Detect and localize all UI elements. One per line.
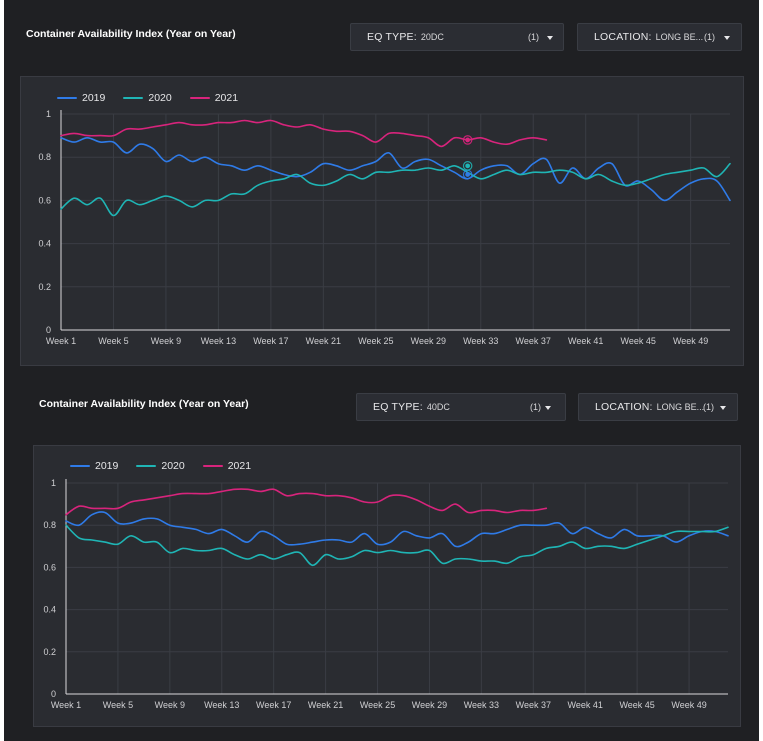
chart-panel: 2019 2020 2021 0 0.2 0.4 0.6 0.8 1 Week 1 Week … — [20, 76, 744, 366]
legend-label: 2020 — [161, 460, 185, 472]
x-tick-label: Week 29 — [411, 336, 446, 346]
legend-item-2021[interactable]: 2021 — [189, 92, 239, 104]
chart-section-40dc: Container Availability Index (Year on Ye… — [4, 372, 759, 741]
chart-title: Container Availability Index (Year on Ye… — [26, 28, 236, 40]
legend-item-2020[interactable]: 2020 — [136, 460, 185, 472]
eq-type-label: EQ TYPE: — [373, 401, 423, 413]
eq-type-dropdown[interactable]: EQ TYPE: 20DC (1) — [350, 23, 564, 51]
caret-down-icon — [720, 406, 726, 410]
y-tick-label: 0.6 — [38, 195, 51, 205]
legend-label: 2019 — [95, 460, 119, 472]
location-value: LONG BE... — [656, 402, 705, 412]
caret-down-icon — [724, 36, 730, 40]
y-tick-label: 0.6 — [43, 562, 56, 572]
x-tick-label: Week 37 — [516, 700, 551, 710]
location-dropdown[interactable]: LOCATION: LONG BE... (1) — [578, 393, 738, 421]
legend-swatch — [123, 97, 144, 99]
x-tick-label: Week 41 — [568, 336, 603, 346]
legend-swatch — [202, 465, 223, 467]
series-line-2020 — [65, 524, 729, 567]
x-tick-label: Week 25 — [360, 700, 395, 710]
legend-item-2019[interactable]: 2019 — [70, 460, 118, 472]
series-line-2021 — [60, 119, 548, 148]
legend-item-2019[interactable]: 2019 — [57, 92, 105, 104]
eq-type-value: 20DC — [420, 32, 444, 42]
y-tick-label: 0 — [51, 689, 56, 699]
line-chart[interactable]: 0 0.2 0.4 0.6 0.8 1 Week 1 Week 5 Week 9 Week 13 W… — [21, 77, 745, 367]
y-tick-label: 0.2 — [38, 282, 51, 292]
x-tick-label: Week 45 — [620, 336, 655, 346]
x-tick-label: Week 41 — [568, 700, 603, 710]
legend-label: 2021 — [214, 92, 239, 104]
y-tick-label: 0.4 — [38, 239, 51, 249]
x-tick-label: Week 29 — [412, 700, 447, 710]
eq-type-dropdown[interactable]: EQ TYPE: 40DC (1) — [356, 393, 566, 421]
x-tick-label: Week 37 — [516, 336, 551, 346]
y-tick-label: 0.8 — [38, 152, 51, 162]
chart-legend: 2019 2020 2021 — [70, 460, 269, 472]
highlight-point-2019 — [465, 172, 471, 177]
x-tick-label: Week 25 — [358, 336, 393, 346]
location-dropdown[interactable]: LOCATION: LONG BE... (1) — [577, 23, 742, 51]
highlight-point-2021 — [465, 137, 471, 143]
legend-item-2021[interactable]: 2021 — [202, 460, 252, 472]
legend-swatch — [136, 465, 157, 467]
location-label: LOCATION: — [594, 31, 652, 43]
dashboard: Container Availability Index (Year on Ye… — [4, 0, 759, 741]
series-line-2020 — [60, 162, 731, 217]
x-tick-label: Week 33 — [464, 700, 499, 710]
x-tick-label: Week 21 — [306, 336, 341, 346]
legend-label: 2019 — [82, 92, 106, 104]
series-line-2021 — [65, 488, 548, 516]
y-tick-label: 0.4 — [43, 605, 56, 615]
y-tick-label: 0 — [46, 325, 51, 335]
x-tick-label: Week 9 — [155, 700, 185, 710]
eq-type-count: (1) — [530, 402, 541, 412]
location-label: LOCATION: — [595, 401, 653, 413]
x-tick-label: Week 1 — [46, 336, 76, 346]
location-value: LONG BE... — [655, 32, 704, 42]
x-tick-label: Week 13 — [204, 700, 239, 710]
x-tick-label: Week 17 — [256, 700, 291, 710]
x-tick-label: Week 33 — [463, 336, 498, 346]
x-tick-label: Week 21 — [308, 700, 343, 710]
x-tick-label: Week 9 — [151, 336, 181, 346]
highlight-ring-2021 — [462, 135, 473, 145]
x-tick-label: Week 13 — [201, 336, 236, 346]
chart-section-20dc: Container Availability Index (Year on Ye… — [4, 0, 759, 372]
legend-item-2020[interactable]: 2020 — [123, 92, 172, 104]
chart-title: Container Availability Index (Year on Ye… — [39, 398, 249, 410]
x-tick-label: Week 1 — [51, 700, 81, 710]
legend-swatch — [189, 97, 210, 99]
y-tick-label: 1 — [51, 478, 56, 488]
x-tick-label: Week 45 — [619, 700, 654, 710]
location-count: (1) — [704, 32, 715, 42]
y-tick-label: 1 — [46, 109, 51, 119]
x-tick-label: Week 5 — [103, 700, 133, 710]
location-count: (1) — [703, 402, 714, 412]
legend-swatch — [70, 465, 90, 467]
legend-swatch — [57, 97, 77, 99]
line-chart[interactable]: 0 0.2 0.4 0.6 0.8 1 Week 1 Week 5 Week 9 Week 13 W… — [34, 446, 742, 728]
x-tick-label: Week 17 — [253, 336, 288, 346]
x-tick-label: Week 49 — [671, 700, 706, 710]
x-tick-label: Week 5 — [98, 336, 128, 346]
caret-down-icon — [547, 36, 553, 40]
chart-legend: 2019 2020 2021 — [57, 92, 256, 104]
eq-type-count: (1) — [528, 32, 539, 42]
eq-type-value: 40DC — [426, 402, 450, 412]
caret-down-icon — [545, 406, 551, 410]
highlight-point-2020 — [465, 163, 471, 169]
legend-label: 2020 — [148, 92, 172, 104]
series-line-2019 — [65, 511, 729, 548]
eq-type-label: EQ TYPE: — [367, 31, 417, 43]
highlight-ring-2020 — [462, 161, 473, 171]
chart-panel: 2019 2020 2021 0 0.2 0.4 0.6 0.8 1 Week 1 Week … — [33, 445, 741, 727]
series-line-2019 — [60, 137, 731, 202]
y-tick-label: 0.8 — [43, 520, 56, 530]
x-tick-label: Week 49 — [673, 336, 708, 346]
legend-label: 2021 — [227, 460, 252, 472]
y-tick-label: 0.2 — [43, 647, 56, 657]
